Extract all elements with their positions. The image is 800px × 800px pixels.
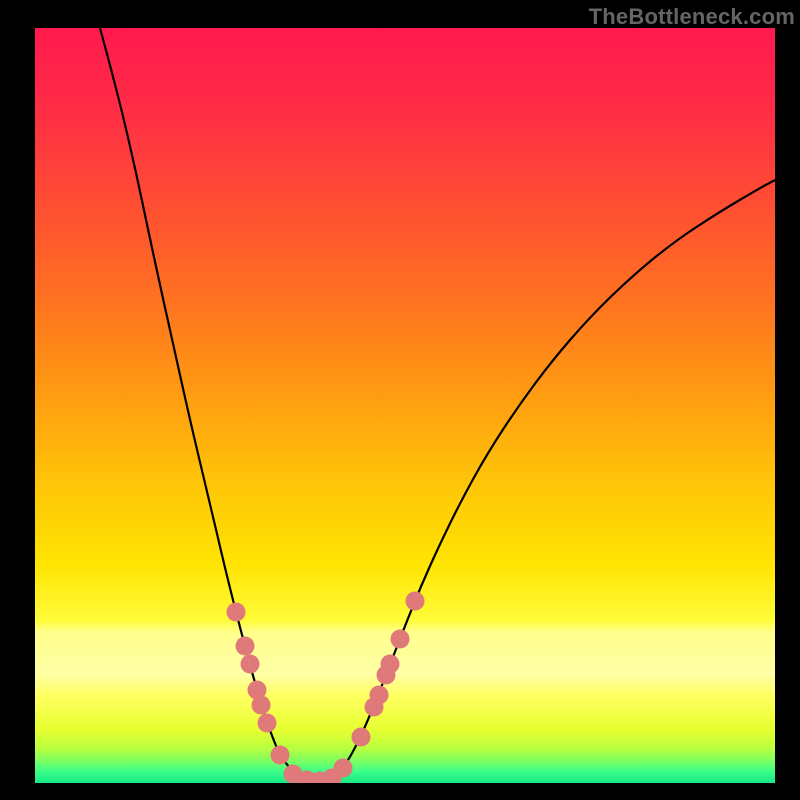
watermark-text: TheBottleneck.com — [589, 4, 795, 30]
bottleneck-chart — [35, 28, 775, 783]
curve-marker — [381, 655, 400, 674]
curve-marker — [236, 637, 255, 656]
curve-marker — [352, 728, 371, 747]
curve-marker — [258, 714, 277, 733]
chart-background-gradient — [35, 28, 775, 783]
curve-marker — [391, 630, 410, 649]
curve-marker — [252, 696, 271, 715]
curve-marker — [271, 746, 290, 765]
curve-marker — [406, 592, 425, 611]
curve-marker — [370, 686, 389, 705]
curve-marker — [241, 655, 260, 674]
curve-marker — [227, 603, 246, 622]
curve-marker — [334, 759, 353, 778]
